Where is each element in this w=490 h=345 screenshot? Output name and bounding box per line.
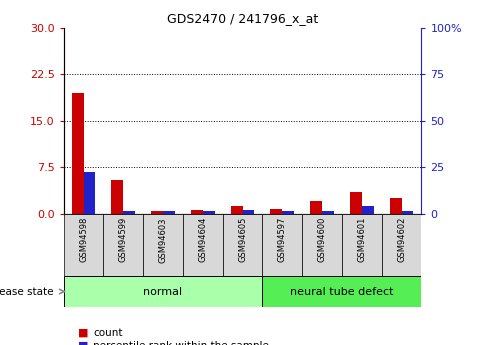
Text: disease state: disease state [0,287,54,296]
Text: GSM94597: GSM94597 [278,217,287,263]
Bar [84,172,96,214]
Bar [111,180,123,214]
Bar [222,214,263,276]
Bar [302,214,342,276]
Bar [151,211,163,214]
Text: GSM94601: GSM94601 [357,217,367,263]
Text: neural tube defect: neural tube defect [290,287,393,296]
Bar [310,201,322,214]
Text: GSM94605: GSM94605 [238,217,247,263]
Bar [203,211,215,214]
Text: normal: normal [144,287,183,296]
Text: GSM94600: GSM94600 [318,217,326,263]
Bar [243,210,254,214]
Bar [390,198,401,214]
Bar [163,211,175,214]
Bar [64,276,263,307]
Bar [342,214,382,276]
Bar [350,192,362,214]
Text: GSM94604: GSM94604 [198,217,207,263]
Bar [382,214,421,276]
Text: GSM94599: GSM94599 [119,217,128,262]
Bar [282,211,294,214]
Bar [263,214,302,276]
Text: GSM94602: GSM94602 [397,217,406,263]
Bar [72,93,84,214]
Bar [401,211,414,214]
Bar [143,214,183,276]
Bar [123,211,135,214]
Bar [103,214,143,276]
Bar [64,214,103,276]
Text: ■: ■ [78,341,89,345]
Bar [263,276,421,307]
Title: GDS2470 / 241796_x_at: GDS2470 / 241796_x_at [167,12,318,25]
Bar [362,206,374,214]
Text: ■: ■ [78,328,89,338]
Bar [270,209,282,214]
Text: percentile rank within the sample: percentile rank within the sample [93,341,269,345]
Bar [231,206,243,214]
Text: GSM94598: GSM94598 [79,217,88,263]
Bar [191,210,203,214]
Bar [183,214,222,276]
Text: GSM94603: GSM94603 [159,217,168,263]
Bar [322,211,334,214]
Text: count: count [93,328,122,338]
